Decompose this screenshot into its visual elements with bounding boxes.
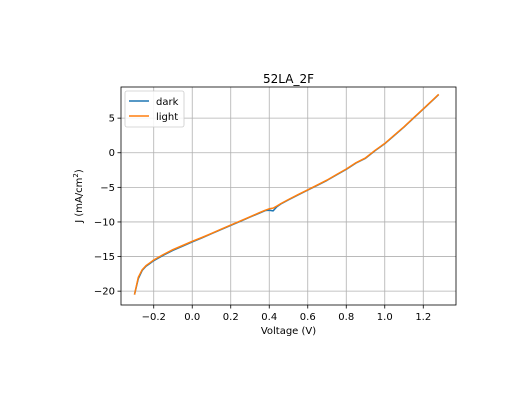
x-axis-label: Voltage (V) — [261, 326, 316, 337]
x-tick-label: 0.0 — [184, 312, 200, 323]
x-tick-label: −0.2 — [142, 312, 166, 323]
x-axis-ticks: −0.2 0.0 0.2 0.4 0.6 0.8 1.0 1.2 — [142, 305, 431, 323]
y-axis-label-main: J (mA/cm — [74, 178, 85, 224]
y-axis-ticks: −20 −15 −10 −5 0 5 — [94, 114, 121, 298]
y-axis-label-tail: ) — [74, 169, 85, 173]
y-axis-label-sup: 2 — [72, 173, 80, 177]
y-tick-label: −15 — [94, 252, 115, 263]
y-tick-label: −20 — [94, 287, 115, 298]
plot-frame — [120, 86, 457, 306]
x-tick-label: 0.6 — [300, 312, 316, 323]
legend: dark light — [124, 90, 185, 128]
x-tick-label: 0.2 — [223, 312, 239, 323]
legend-label-dark: dark — [156, 97, 179, 108]
x-tick-label: 0.8 — [338, 312, 354, 323]
legend-box — [124, 90, 185, 128]
y-tick-label: 5 — [109, 114, 115, 125]
series-layer — [133, 93, 440, 295]
y-tick-label: 0 — [109, 148, 115, 159]
y-axis-label: J (mA/cm2) — [72, 169, 85, 224]
x-tick-label: 1.2 — [415, 312, 431, 323]
series-line-light — [133, 93, 440, 295]
x-tick-label: 0.4 — [261, 312, 277, 323]
y-tick-label: −5 — [100, 183, 115, 194]
x-tick-label: 1.0 — [377, 312, 393, 323]
chart-title: 52LA_2F — [263, 72, 314, 86]
grid — [121, 87, 456, 305]
legend-label-light: light — [156, 112, 178, 123]
y-tick-label: −10 — [94, 217, 115, 228]
